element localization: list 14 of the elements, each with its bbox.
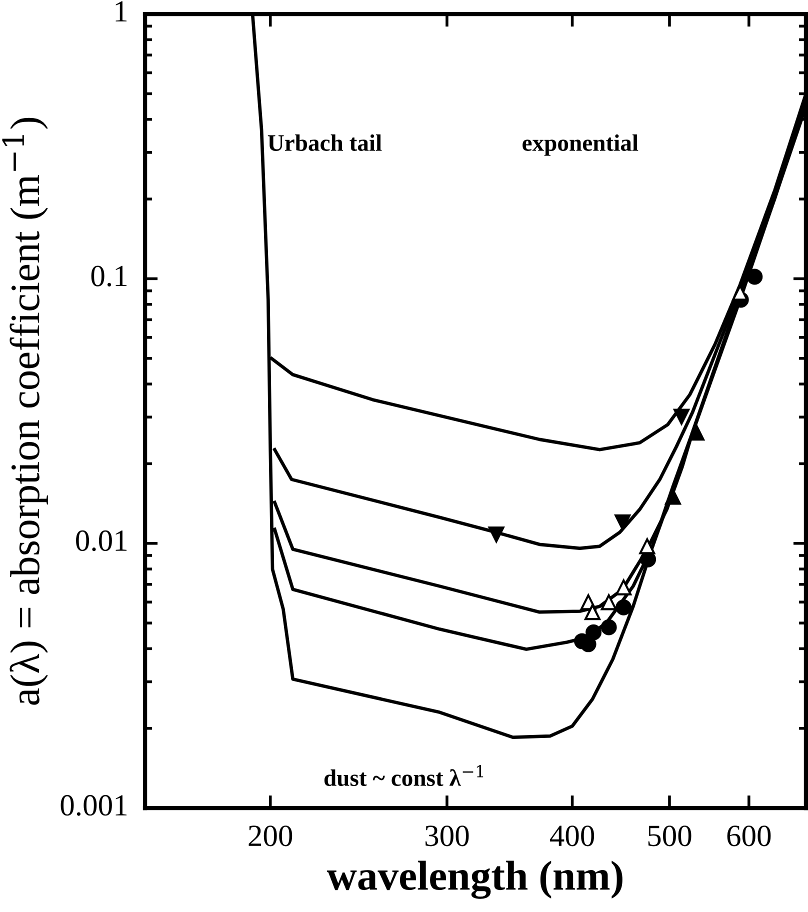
x-tick-label: 400	[550, 826, 594, 846]
x-axis-title: wavelength (nm)	[326, 860, 622, 899]
y-axis-title: a(λ) = absorption coefficient (m$^{−1}$)	[2, 118, 48, 705]
y-tick-label: 0.01	[76, 530, 127, 552]
annotation: Urbach tail	[268, 134, 382, 151]
y-tick-label: 0.1	[91, 266, 127, 286]
x-tick-label: 500	[648, 826, 692, 846]
x-tick-label: 300	[426, 826, 469, 846]
annotation: dust ~ const λ$^{−1}$	[324, 764, 484, 786]
x-tick-label: 200	[248, 826, 292, 846]
annotation: exponential	[522, 134, 638, 156]
y-tick-label: 1	[116, 1, 127, 22]
y-tick-label: 0.001	[60, 795, 127, 816]
x-tick-label: 600	[727, 826, 771, 846]
